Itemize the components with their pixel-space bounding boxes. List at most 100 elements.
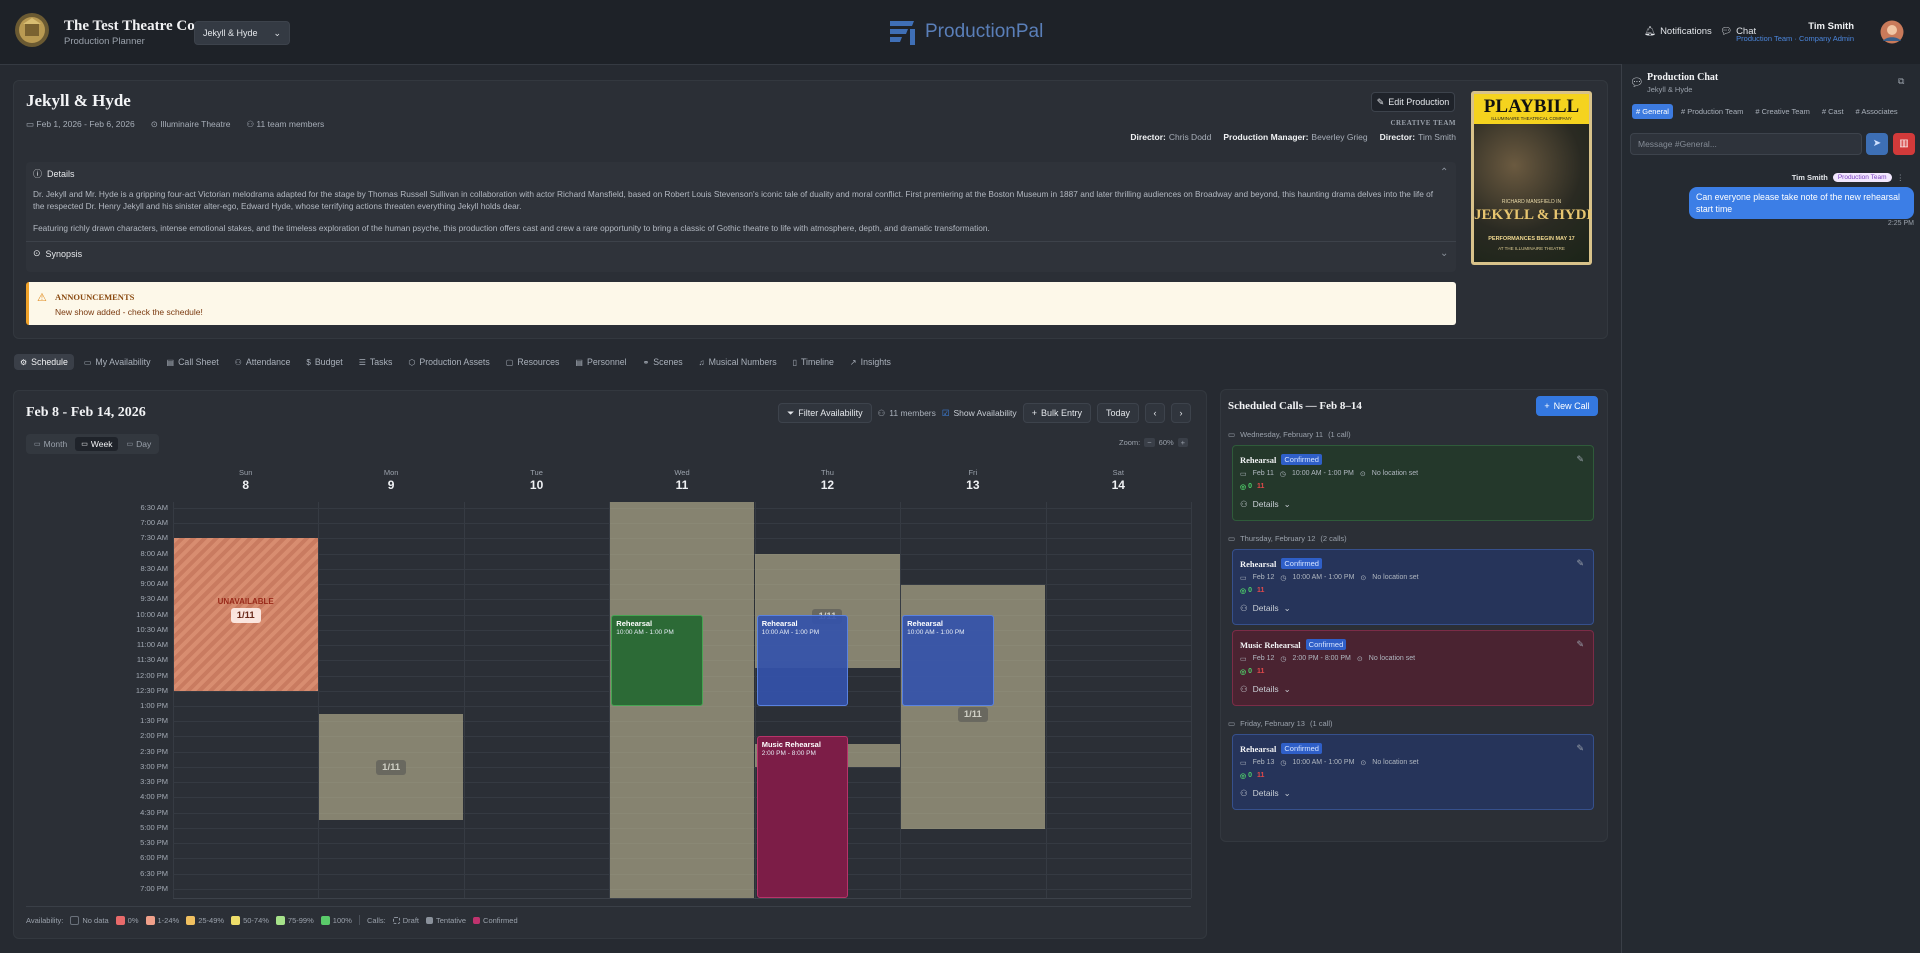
call-card[interactable]: Rehearsal Confirmed ✎ ▭ Feb 11 ◷ 10:00 AM - 1:… (1232, 445, 1594, 521)
icon: ↗ (849, 357, 857, 367)
tab[interactable]: ☰ Tasks (353, 354, 399, 370)
show-availability[interactable]: ☑ Show Availability (942, 408, 1017, 419)
tab[interactable]: ▭ My Availability (78, 354, 157, 370)
call-status: Confirmed (1281, 558, 1322, 569)
day-name: Thu (820, 468, 834, 477)
tab[interactable]: ♫ Musical Numbers (693, 354, 783, 370)
credit: Director: Tim Smith (1380, 132, 1456, 142)
user-role: Production Team · Company Admin (1736, 34, 1854, 43)
edit-production-button[interactable]: ✎ Edit Production (1371, 92, 1455, 112)
event-time: 10:00 AM - 1:00 PM (616, 628, 674, 636)
delete-button[interactable]: ▥ (1893, 133, 1915, 155)
tab-label: Schedule (31, 357, 68, 367)
call-card[interactable]: Rehearsal Confirmed ✎ ▭ Feb 13 ◷ 10:00 AM - 1:… (1232, 734, 1594, 810)
tab[interactable]: ⚙ Schedule (14, 354, 74, 370)
view-option[interactable]: ▭ Month (28, 437, 73, 451)
time-label: 10:30 AM (136, 624, 168, 634)
toolbar-button[interactable]: + Bulk Entry (1022, 403, 1091, 423)
edit-call[interactable]: ✎ (1576, 639, 1584, 649)
synopsis-header[interactable]: ⊙ Synopsis (33, 248, 83, 259)
details-toggle[interactable]: ⌃ (1440, 167, 1449, 178)
event-time: 2:00 PM - 8:00 PM (761, 750, 816, 758)
zoom-in[interactable]: + (1177, 438, 1189, 447)
chat-channel[interactable]: # Cast (1818, 104, 1848, 119)
chat-button[interactable]: 💬︎ Chat (1720, 26, 1757, 37)
synopsis-toggle[interactable]: ⌄ (1440, 248, 1449, 259)
call-event[interactable]: Rehearsal 10:00 AM - 1:00 PM (756, 614, 849, 706)
tab[interactable]: ▤ Call Sheet (161, 354, 225, 370)
view-option[interactable]: ▭ Week (75, 437, 119, 451)
notifications-button[interactable]: 🔔︎ Notifications (1644, 26, 1712, 37)
button-label: Today (1105, 408, 1130, 418)
nav-button[interactable]: ‹ (1145, 403, 1165, 423)
chat-popout[interactable]: ⧉ (1898, 76, 1905, 86)
company-subtitle: Production Planner (64, 36, 145, 47)
chat-channel[interactable]: # General (1632, 104, 1673, 119)
availability-count: 1/11 (230, 607, 261, 623)
edit-call[interactable]: ✎ (1576, 454, 1584, 464)
call-attendance: ◎ 0 11 (1240, 587, 1586, 595)
time-label: 7:00 AM (140, 518, 168, 528)
send-button[interactable]: ➤ (1866, 133, 1888, 155)
announcement-text: New show added - check the schedule! (55, 307, 203, 317)
chat-channel[interactable]: # Associates (1852, 104, 1902, 119)
legend-swatch (145, 915, 155, 925)
user-avatar[interactable] (1880, 20, 1904, 44)
zoom-out[interactable]: − (1144, 438, 1155, 447)
new-call-button[interactable]: + New Call (1536, 396, 1598, 416)
tab[interactable]: ⚇ Attendance (229, 354, 297, 370)
toolbar-button[interactable]: Today (1096, 403, 1139, 423)
call-event[interactable]: Rehearsal 10:00 AM - 1:00 PM (611, 614, 703, 706)
tab[interactable]: ▤ Personnel (569, 354, 632, 370)
icon: ⌄ (1283, 788, 1291, 798)
group-date: Thursday, February 12 (1240, 534, 1316, 543)
members-count: ⚇ 11 members (878, 408, 936, 419)
chat-channel[interactable]: # Creative Team (1751, 104, 1813, 119)
details-p1: Dr. Jekyll and Mr. Hyde is a gripping fo… (33, 189, 1434, 211)
production-selector[interactable]: Jekyll & Hyde ⌄ (194, 21, 290, 45)
tab[interactable]: ↗ Insights (844, 354, 897, 370)
tab[interactable]: ▢ Resources (500, 354, 566, 370)
edit-call[interactable]: ✎ (1576, 558, 1584, 568)
call-details-toggle[interactable]: ⚇ Details ⌄ (1240, 788, 1586, 799)
legend-label: Confirmed (483, 915, 518, 925)
call-status: Confirmed (1281, 743, 1322, 754)
legend-divider (26, 906, 1191, 907)
grid-column-line (463, 502, 465, 898)
toolbar-button[interactable]: ⏷ Filter Availability (778, 403, 872, 423)
present-value: 0 (1248, 483, 1253, 490)
call-details-toggle[interactable]: ⚇ Details ⌄ (1240, 684, 1586, 695)
channel-label: Associates (1861, 107, 1898, 116)
call-details-toggle[interactable]: ⚇ Details ⌄ (1240, 499, 1586, 510)
tab-label: Call Sheet (178, 357, 219, 367)
call-event[interactable]: Rehearsal 10:00 AM - 1:00 PM (902, 614, 994, 706)
edit-call[interactable]: ✎ (1576, 743, 1584, 753)
call-card[interactable]: Music Rehearsal Confirmed ✎ ▭ Feb 12 ◷ 2:00 PM… (1232, 630, 1594, 706)
call-details-toggle[interactable]: ⚇ Details ⌄ (1240, 603, 1586, 614)
icon: ⌄ (1283, 499, 1291, 509)
time-label: 6:00 PM (140, 853, 168, 863)
call-card[interactable]: Rehearsal Confirmed ✎ ▭ Feb 12 ◷ 10:00 AM - 1:… (1232, 549, 1594, 625)
time-label: 7:30 AM (140, 533, 168, 543)
call-event[interactable]: Music Rehearsal 2:00 PM - 8:00 PM (756, 736, 849, 898)
app-logo-mark (890, 21, 915, 45)
call-title-row: Rehearsal Confirmed (1240, 454, 1586, 465)
icon: ▭ (1228, 534, 1236, 543)
details-header[interactable]: ⓘ Details (33, 168, 75, 180)
call-location: No location set (1372, 759, 1419, 766)
legend-label: Draft (402, 915, 419, 925)
present-value: 0 (1248, 587, 1253, 594)
nav-button[interactable]: › (1171, 403, 1191, 423)
production-dates: ▭ Feb 1, 2026 - Feb 6, 2026 (26, 119, 135, 129)
message-author: Tim Smith (1791, 173, 1828, 182)
tab[interactable]: ▯ Timeline (787, 354, 840, 370)
tab[interactable]: ⚭ Scenes (637, 354, 689, 370)
tab[interactable]: ⬡ Production Assets (402, 354, 495, 370)
chat-channel[interactable]: # Production Team (1677, 104, 1747, 119)
present-count: ◎ 0 (1240, 483, 1252, 491)
view-option[interactable]: ▭ Day (120, 437, 157, 451)
tab[interactable]: $ Budget (300, 354, 348, 370)
icon: ▭ (1228, 719, 1236, 728)
chat-input[interactable] (1630, 133, 1862, 155)
group-header: ▭ Thursday, February 12 (2 calls) (1228, 534, 1598, 543)
